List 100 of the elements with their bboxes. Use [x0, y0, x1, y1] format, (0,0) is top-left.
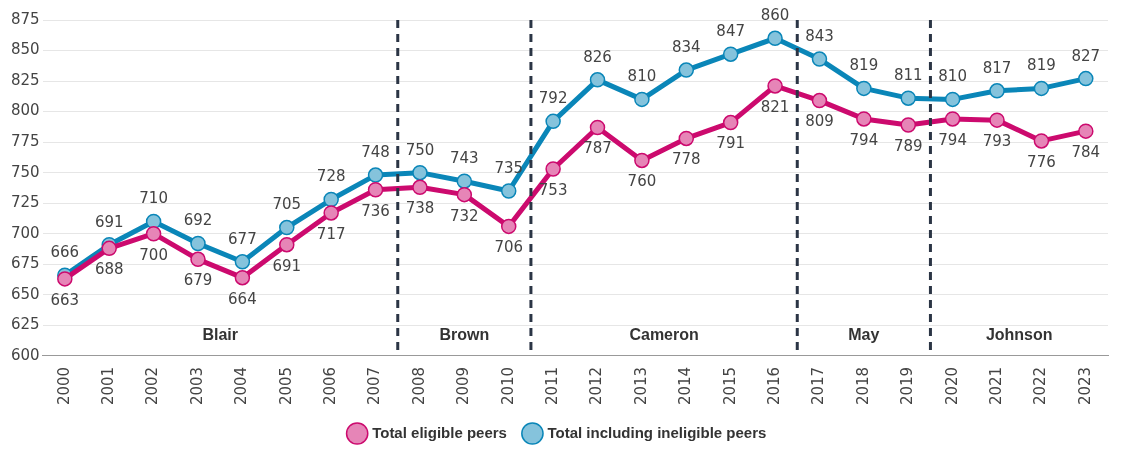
x-tick-label: 2015 [720, 366, 739, 406]
data-label: 834 [671, 37, 701, 56]
point [1078, 123, 1094, 139]
x-tick-label: 2014 [676, 366, 695, 406]
x-tick-label: 2010 [498, 366, 517, 406]
point [456, 173, 473, 189]
point [101, 240, 117, 257]
y-tick-label: 850 [10, 40, 40, 59]
x-tick-label: 2001 [99, 366, 118, 406]
x-tick-label: 2000 [54, 366, 73, 406]
y-tick-label: 750 [10, 162, 40, 181]
point [234, 254, 251, 270]
data-label: 787 [583, 139, 612, 158]
point [944, 91, 961, 108]
data-label: 789 [893, 136, 923, 155]
data-label: 705 [272, 195, 302, 214]
x-tick-label: 2004 [232, 366, 251, 406]
data-label: 860 [760, 6, 790, 25]
x-tick-label: 2003 [187, 366, 206, 406]
legend-label: Total including ineligible peers [547, 423, 767, 441]
y-tick-label: 725 [10, 193, 40, 212]
annotation: Blair [202, 326, 238, 344]
data-label: 843 [805, 26, 834, 45]
point [323, 191, 339, 208]
data-label: 776 [1027, 152, 1056, 171]
point [323, 205, 339, 221]
y-tick-label: 875 [10, 9, 40, 28]
data-label: 819 [849, 56, 879, 75]
y-tick-label: 775 [10, 132, 40, 151]
data-label: 663 [50, 290, 80, 309]
point [589, 72, 606, 88]
point [145, 225, 162, 242]
y-tick-label: 625 [10, 315, 40, 334]
point [500, 183, 517, 199]
x-tick-label: 2021 [986, 366, 1005, 406]
data-label: 809 [805, 112, 834, 131]
point [989, 83, 1005, 99]
data-label: 791 [716, 134, 745, 153]
y-tick-label: 600 [10, 345, 40, 364]
annotation: May [848, 326, 880, 344]
point [811, 92, 828, 109]
point [634, 91, 650, 108]
point [678, 62, 695, 78]
data-label: 700 [139, 245, 168, 264]
data-label: 794 [938, 130, 967, 149]
data-label: 743 [450, 149, 479, 168]
data-label: 827 [1071, 46, 1101, 65]
x-tick-label: 2020 [942, 366, 961, 406]
point [545, 113, 561, 130]
data-label: 748 [361, 142, 390, 161]
x-tick-label: 2006 [321, 366, 340, 406]
point [767, 30, 783, 47]
data-label: 666 [50, 243, 80, 262]
point [722, 46, 739, 62]
data-label: 753 [538, 180, 568, 199]
data-label: 736 [361, 201, 390, 220]
data-label: 728 [316, 167, 346, 186]
x-tick-label: 2022 [1031, 366, 1050, 406]
point [1033, 80, 1050, 97]
point [190, 251, 206, 268]
point [500, 218, 517, 235]
point [190, 235, 206, 252]
data-label: 821 [760, 97, 790, 116]
annotation: Cameron [629, 326, 699, 344]
point [900, 117, 916, 133]
data-label: 847 [716, 22, 745, 41]
data-label: 810 [938, 67, 967, 86]
x-tick-label: 2007 [365, 366, 384, 406]
point [944, 111, 961, 127]
point [811, 51, 828, 67]
x-tick-label: 2002 [143, 366, 162, 406]
point [545, 161, 561, 177]
point [279, 219, 295, 236]
y-tick-label: 825 [10, 70, 40, 89]
y-tick-label: 675 [10, 254, 40, 273]
data-label: 710 [139, 189, 168, 208]
data-label: 679 [183, 271, 213, 290]
annotation: Johnson [985, 326, 1053, 344]
data-label: 826 [583, 47, 612, 66]
point [279, 236, 295, 253]
y-tick-label: 800 [10, 101, 40, 120]
point [412, 179, 428, 196]
data-label: 778 [671, 150, 701, 169]
point [989, 112, 1005, 128]
data-label: 691 [94, 212, 124, 231]
x-tick-label: 2018 [853, 366, 872, 406]
point [900, 90, 916, 106]
point [367, 167, 384, 183]
data-label: 784 [1071, 143, 1101, 162]
data-label: 760 [627, 172, 657, 191]
x-tick-label: 2016 [764, 366, 783, 406]
data-label: 810 [627, 67, 657, 86]
data-label: 750 [405, 140, 435, 159]
data-label: 732 [450, 206, 479, 225]
point [856, 111, 872, 127]
point [589, 119, 606, 136]
y-tick-label: 700 [10, 223, 40, 242]
point [57, 271, 73, 287]
data-label: 664 [228, 289, 257, 308]
data-label: 677 [228, 229, 257, 248]
